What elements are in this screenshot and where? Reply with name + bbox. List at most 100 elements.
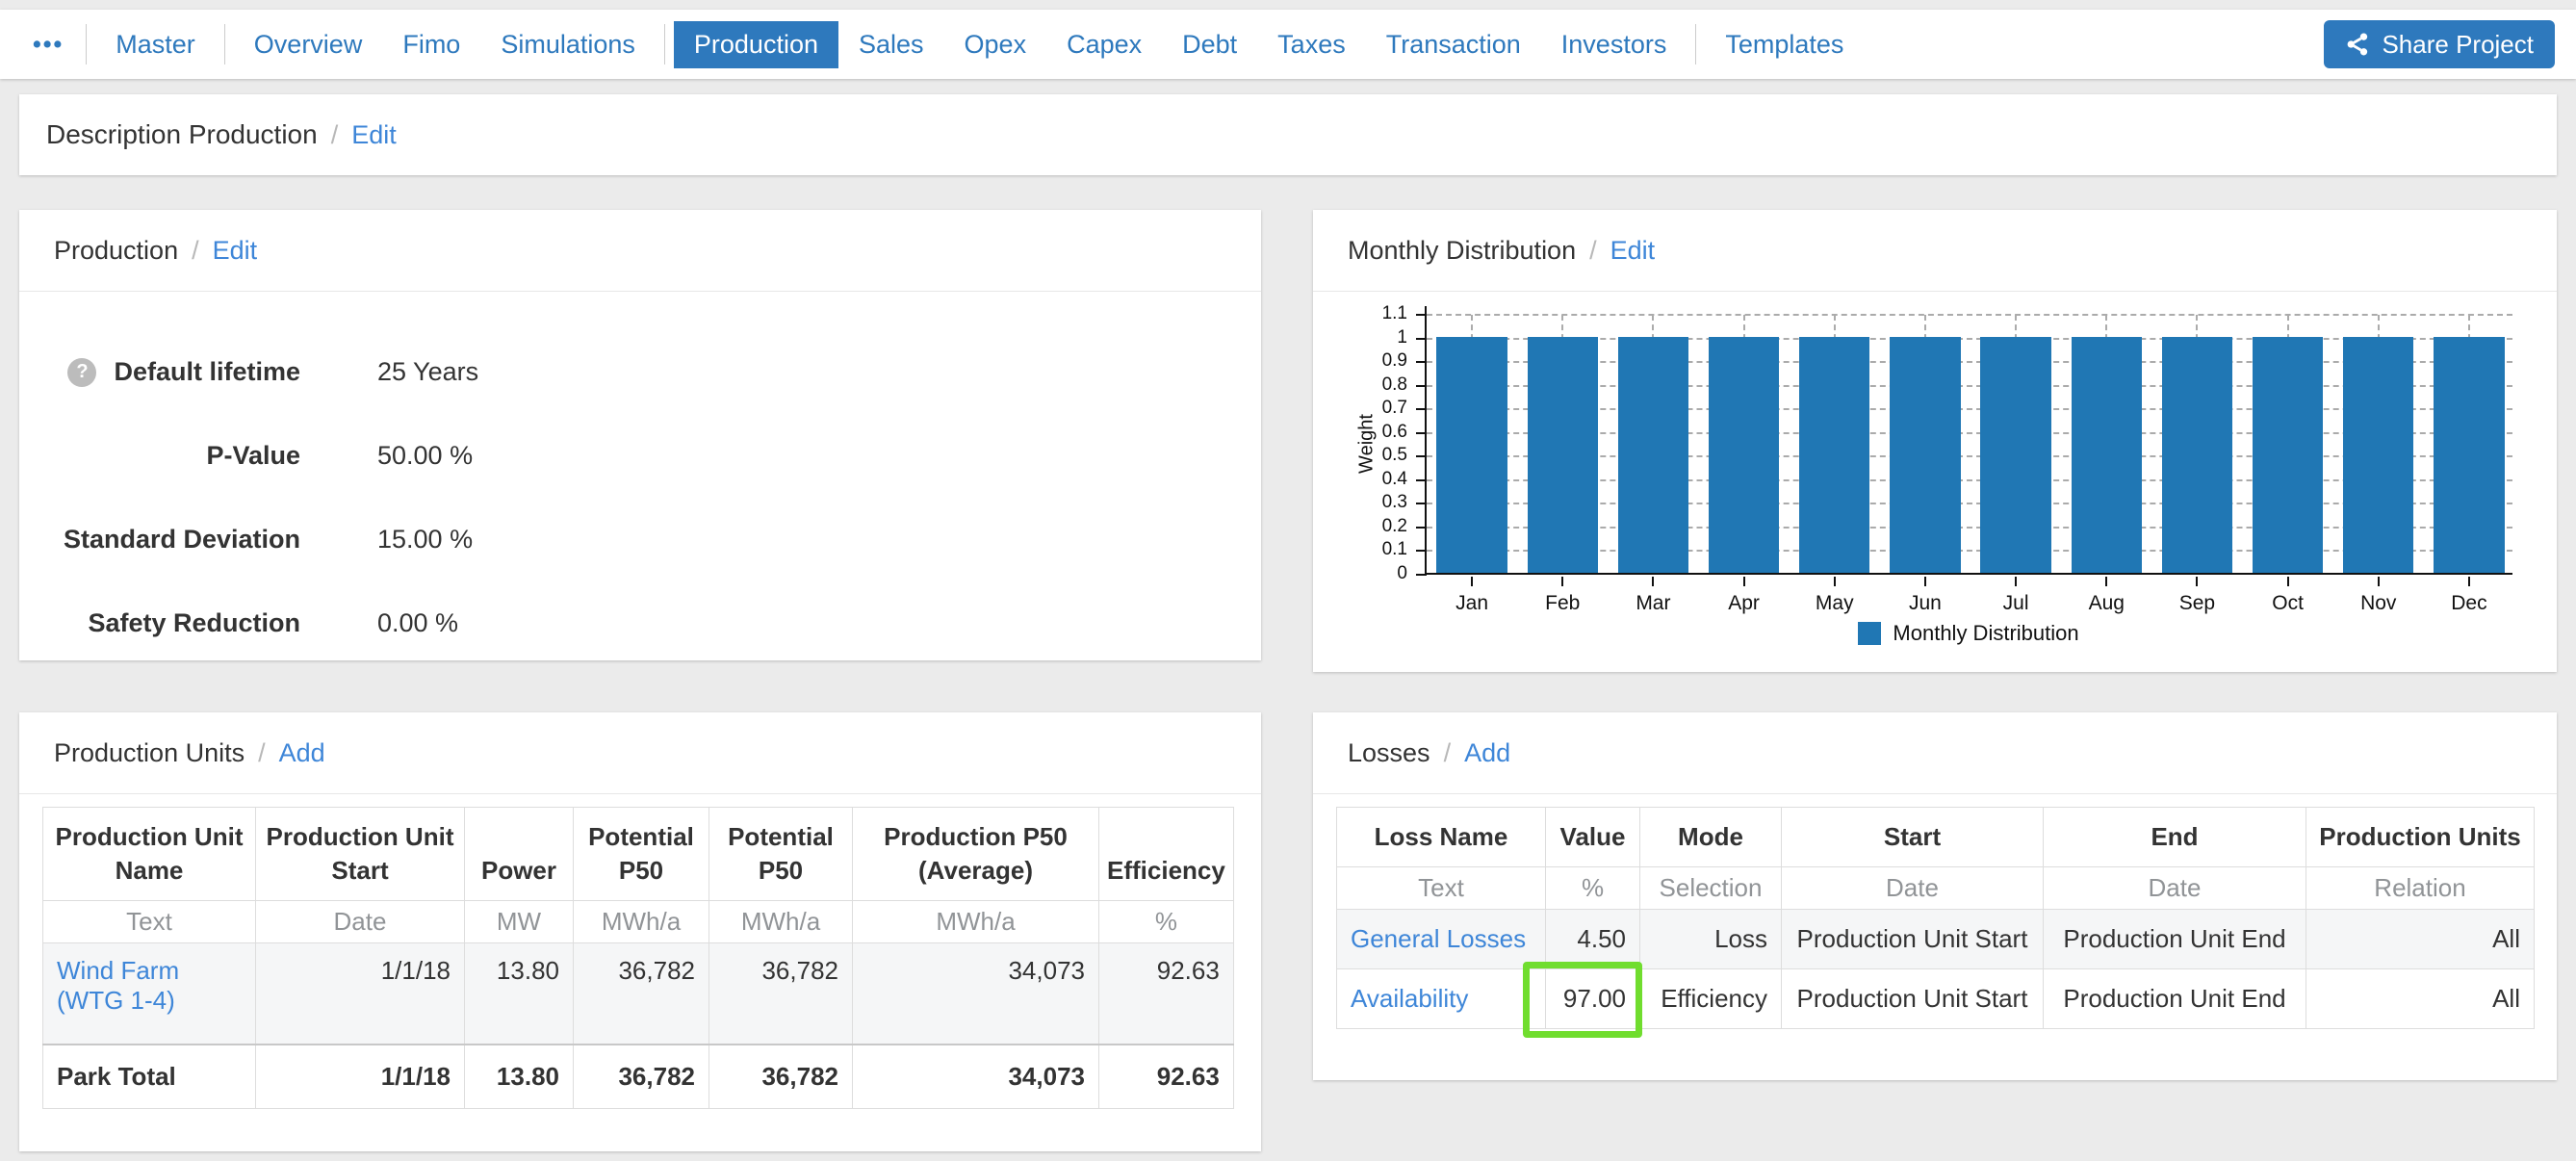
table-type-row: Text%SelectionDateDateRelation: [1337, 867, 2535, 910]
chart-x-tick-label: Aug: [2060, 592, 2152, 615]
tab-capex[interactable]: Capex: [1046, 21, 1162, 68]
chart-y-tick-label: 0.1: [1359, 539, 1407, 560]
column-header: Value: [1546, 808, 1640, 867]
production-field-row: Safety Reduction0.00 %: [19, 581, 1261, 660]
description-edit-link[interactable]: Edit: [351, 120, 397, 150]
field-value: 15.00 %: [377, 525, 473, 555]
nav-divider: [1695, 24, 1696, 64]
slash-separator: /: [1444, 738, 1452, 768]
column-header: End: [2044, 808, 2306, 867]
tab-opex[interactable]: Opex: [944, 21, 1047, 68]
loss-name-link[interactable]: Availability: [1351, 984, 1468, 1013]
column-header: Potential P50: [574, 808, 709, 901]
chart-y-tick-label: 1: [1359, 327, 1407, 348]
field-value: 25 Years: [377, 357, 478, 387]
cell-value: 92.63: [1099, 943, 1234, 1045]
share-project-button[interactable]: Share Project: [2324, 20, 2555, 68]
chart-y-tick-label: 0.4: [1359, 469, 1407, 490]
chart-plot-area: Weight 00.10.20.30.40.50.60.70.80.911.1J…: [1425, 315, 2512, 575]
slash-separator: /: [258, 738, 266, 768]
column-header: Production Unit Start: [256, 808, 465, 901]
cell-total-value: 36,782: [709, 1045, 853, 1109]
tab-fimo[interactable]: Fimo: [382, 21, 480, 68]
tab-investors[interactable]: Investors: [1541, 21, 1687, 68]
cell-total-label: Park Total: [43, 1045, 256, 1109]
chart-x-tick-label: Dec: [2423, 592, 2515, 615]
chart-y-tick: [1416, 432, 1427, 434]
tab-master[interactable]: Master: [95, 21, 216, 68]
monthly-distribution-panel: Monthly Distribution / Edit Weight 00.10…: [1313, 210, 2557, 672]
chart-x-tick: [1834, 577, 1836, 586]
share-project-label: Share Project: [2382, 30, 2534, 60]
chart-y-tick-label: 0.8: [1359, 374, 1407, 396]
cell-loss-value: 4.50: [1546, 910, 1640, 969]
column-header: Production Units: [2306, 808, 2535, 867]
cell-loss-name: General Losses: [1337, 910, 1546, 969]
tab-overview[interactable]: Overview: [234, 21, 383, 68]
column-type: MWh/a: [853, 901, 1099, 943]
tab-debt[interactable]: Debt: [1162, 21, 1257, 68]
tab-production[interactable]: Production: [674, 21, 838, 68]
tab-simulations[interactable]: Simulations: [480, 21, 656, 68]
chart-x-tick: [1561, 577, 1563, 586]
chart-bar-jul: [1980, 337, 2050, 573]
field-label: P-Value: [206, 441, 300, 471]
left-column: Production / Edit ?Default lifetime25 Ye…: [19, 210, 1261, 1151]
chart-y-tick: [1416, 385, 1427, 387]
cell-production-unit-name: Wind Farm (WTG 1-4): [43, 943, 256, 1045]
cell-loss-start: Production Unit Start: [1782, 910, 2044, 969]
production-unit-link[interactable]: Wind Farm (WTG 1-4): [57, 956, 179, 1015]
cell-loss-value: 97.00: [1546, 969, 1640, 1029]
loss-name-link[interactable]: General Losses: [1351, 924, 1526, 953]
chart-x-tick-label: Mar: [1607, 592, 1699, 615]
monthly-distribution-edit-link[interactable]: Edit: [1610, 236, 1656, 266]
production-panel-header: Production / Edit: [19, 210, 1261, 292]
production-units-add-link[interactable]: Add: [279, 738, 325, 768]
column-type: Text: [43, 901, 256, 943]
production-fields: ?Default lifetime25 YearsP-Value50.00 %S…: [19, 292, 1261, 660]
losses-title: Losses: [1348, 738, 1430, 768]
cell-value: 36,782: [574, 943, 709, 1045]
more-tabs-button[interactable]: •••: [19, 31, 77, 59]
column-header: Production Unit Name: [43, 808, 256, 901]
column-header: Loss Name: [1337, 808, 1546, 867]
production-panel: Production / Edit ?Default lifetime25 Ye…: [19, 210, 1261, 660]
table-total-row: Park Total1/1/1813.8036,78236,78234,0739…: [43, 1045, 1234, 1109]
nav-divider: [224, 24, 225, 64]
production-units-panel: Production Units / Add Production Unit N…: [19, 712, 1261, 1151]
chart-x-tick: [1924, 577, 1926, 586]
chart-legend: Monthly Distribution: [1425, 621, 2512, 646]
chart-x-tick-label: May: [1789, 592, 1881, 615]
tab-sales[interactable]: Sales: [838, 21, 944, 68]
production-edit-link[interactable]: Edit: [213, 236, 258, 266]
column-type: MWh/a: [709, 901, 853, 943]
table-type-row: TextDateMWMWh/aMWh/aMWh/a%: [43, 901, 1234, 943]
help-icon[interactable]: ?: [67, 358, 96, 387]
chart-bar-nov: [2343, 337, 2413, 573]
column-type: %: [1099, 901, 1234, 943]
tab-taxes[interactable]: Taxes: [1257, 21, 1366, 68]
column-header: Mode: [1640, 808, 1782, 867]
cell-value: 1/1/18: [256, 943, 465, 1045]
chart-bar-apr: [1709, 337, 1779, 573]
cell-loss-end: Production Unit End: [2044, 910, 2306, 969]
chart-y-tick: [1416, 503, 1427, 504]
monthly-distribution-title: Monthly Distribution: [1348, 236, 1576, 266]
chart-x-tick: [1743, 577, 1745, 586]
more-icon: •••: [33, 31, 64, 58]
tab-templates[interactable]: Templates: [1705, 21, 1864, 68]
production-units-title: Production Units: [54, 738, 245, 768]
column-type: MWh/a: [574, 901, 709, 943]
losses-add-link[interactable]: Add: [1464, 738, 1510, 768]
column-type: Date: [1782, 867, 2044, 910]
cell-total-value: 1/1/18: [256, 1045, 465, 1109]
column-header: Potential P50: [709, 808, 853, 901]
cell-loss-mode: Efficiency: [1640, 969, 1782, 1029]
column-header: Start: [1782, 808, 2044, 867]
tab-transaction[interactable]: Transaction: [1366, 21, 1541, 68]
cell-loss-name: Availability: [1337, 969, 1546, 1029]
monthly-distribution-chart: Weight 00.10.20.30.40.50.60.70.80.911.1J…: [1425, 315, 2512, 646]
chart-x-tick-label: Jul: [1970, 592, 2062, 615]
chart-y-tick: [1416, 527, 1427, 529]
column-header: Efficiency: [1099, 808, 1234, 901]
